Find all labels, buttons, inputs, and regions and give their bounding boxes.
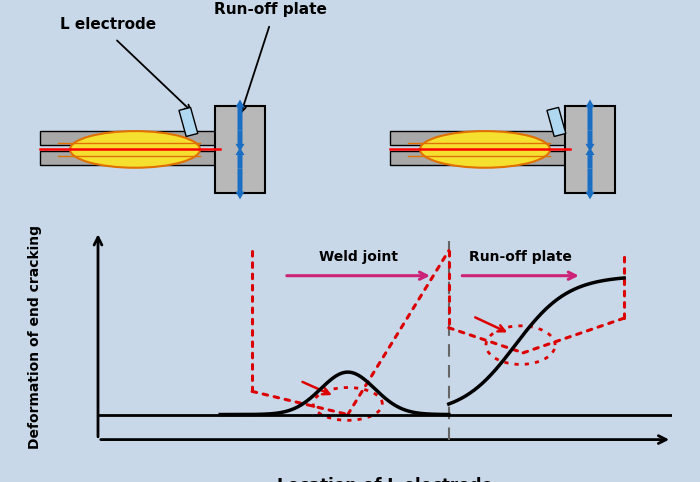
Polygon shape (547, 107, 566, 136)
Bar (215, 106, 265, 193)
Ellipse shape (70, 131, 200, 168)
Text: L electrode: L electrode (60, 17, 156, 32)
Text: Deformation of end cracking: Deformation of end cracking (28, 226, 42, 449)
Text: Run-off plate: Run-off plate (469, 250, 572, 264)
Bar (390, 131, 565, 145)
Ellipse shape (420, 131, 550, 168)
Text: Run-off plate: Run-off plate (214, 2, 326, 17)
Bar (390, 151, 565, 165)
FancyArrow shape (235, 130, 244, 151)
Bar (40, 131, 215, 145)
Polygon shape (179, 107, 198, 136)
FancyArrow shape (585, 99, 594, 130)
FancyArrow shape (235, 99, 244, 130)
FancyArrow shape (585, 130, 594, 151)
FancyArrow shape (585, 147, 594, 169)
Text: Weld joint: Weld joint (319, 250, 398, 264)
FancyArrow shape (235, 147, 244, 169)
Bar (40, 151, 215, 165)
FancyArrow shape (235, 169, 244, 200)
Text: Location of L electrode: Location of L electrode (277, 477, 493, 482)
Bar (565, 106, 615, 193)
FancyArrow shape (585, 169, 594, 200)
